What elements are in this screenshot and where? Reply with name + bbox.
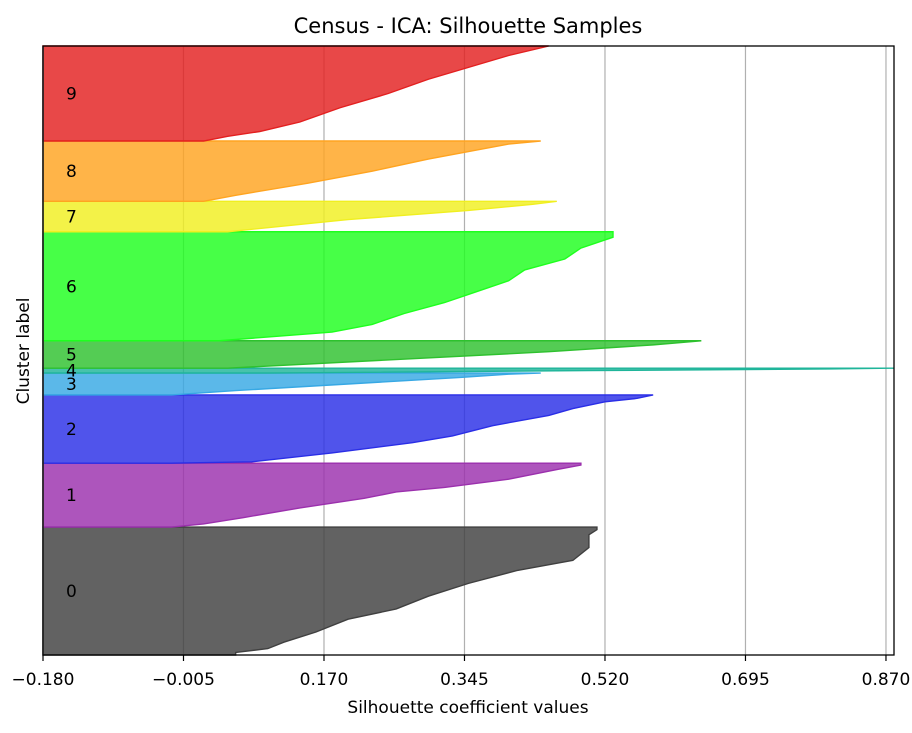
cluster-label-7: 7 xyxy=(66,208,77,228)
cluster-label-0: 0 xyxy=(66,582,77,602)
x-tick-label-1: −0.005 xyxy=(152,670,215,690)
cluster-bands xyxy=(42,45,895,656)
chart-title: Census - ICA: Silhouette Samples xyxy=(294,14,643,38)
cluster-label-5: 5 xyxy=(66,345,77,365)
x-tick-label-5: 0.695 xyxy=(721,670,770,690)
x-tick-label-3: 0.345 xyxy=(440,670,489,690)
cluster-label-1: 1 xyxy=(66,486,77,506)
cluster-labels: 0 1 2 345 6 7 8 9 xyxy=(66,85,77,603)
cluster-4-band xyxy=(42,367,895,374)
x-axis-label: Silhouette coefficient values xyxy=(347,698,588,718)
x-tick-label-2: 0.170 xyxy=(300,670,349,690)
y-axis-label: Cluster label xyxy=(14,298,34,405)
cluster-2-band xyxy=(42,394,654,464)
x-tick-label-4: 0.520 xyxy=(581,670,630,690)
x-tick-label-0: −0.180 xyxy=(12,670,75,690)
cluster-6-band xyxy=(42,231,614,342)
cluster-label-3: 3 xyxy=(66,375,77,395)
cluster-3-band xyxy=(42,372,541,396)
cluster-label-9: 9 xyxy=(66,85,77,105)
cluster-1-band xyxy=(42,462,582,528)
plot-frame xyxy=(42,45,895,656)
cluster-label-4: 4 xyxy=(66,362,77,382)
cluster-label-2: 2 xyxy=(66,420,77,440)
cluster-label-6: 6 xyxy=(66,277,77,297)
cluster-7-band xyxy=(42,200,557,233)
cluster-label-8: 8 xyxy=(66,162,77,182)
cluster-9-band xyxy=(42,45,549,142)
x-axis-ticks: −0.180 −0.005 0.170 0.345 0.520 0.695 0.870 xyxy=(12,655,911,690)
cluster-5-band xyxy=(42,340,702,369)
cluster-0-band xyxy=(42,526,598,656)
cluster-8-band xyxy=(42,140,541,202)
x-tick-label-6: 0.870 xyxy=(862,670,911,690)
